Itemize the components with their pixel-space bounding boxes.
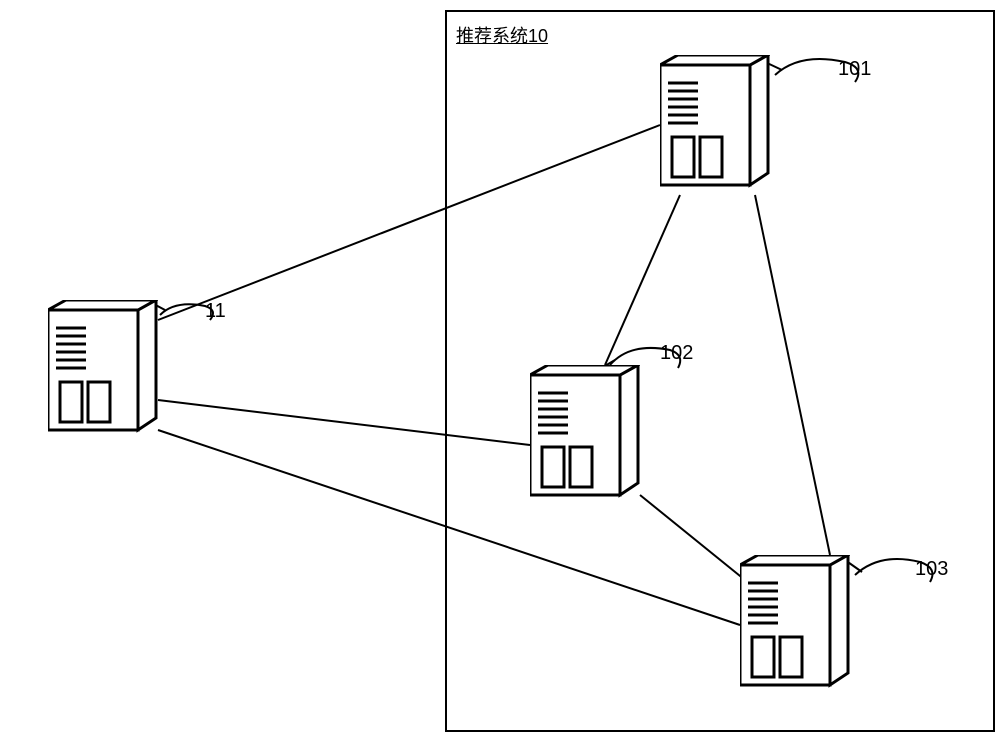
server-label-s11: 11 xyxy=(205,300,226,323)
server-s102 xyxy=(530,365,640,505)
server-icon xyxy=(660,55,770,195)
server-s11 xyxy=(48,300,158,440)
server-icon xyxy=(530,365,640,505)
server-label-s102: 102 xyxy=(660,342,693,365)
server-s103 xyxy=(740,555,850,695)
server-icon xyxy=(740,555,850,695)
server-s101 xyxy=(660,55,770,195)
system-box-title: 推荐系统10 xyxy=(456,22,548,48)
server-icon xyxy=(48,300,158,440)
server-label-s101: 101 xyxy=(838,58,871,81)
server-label-s103: 103 xyxy=(915,558,948,581)
